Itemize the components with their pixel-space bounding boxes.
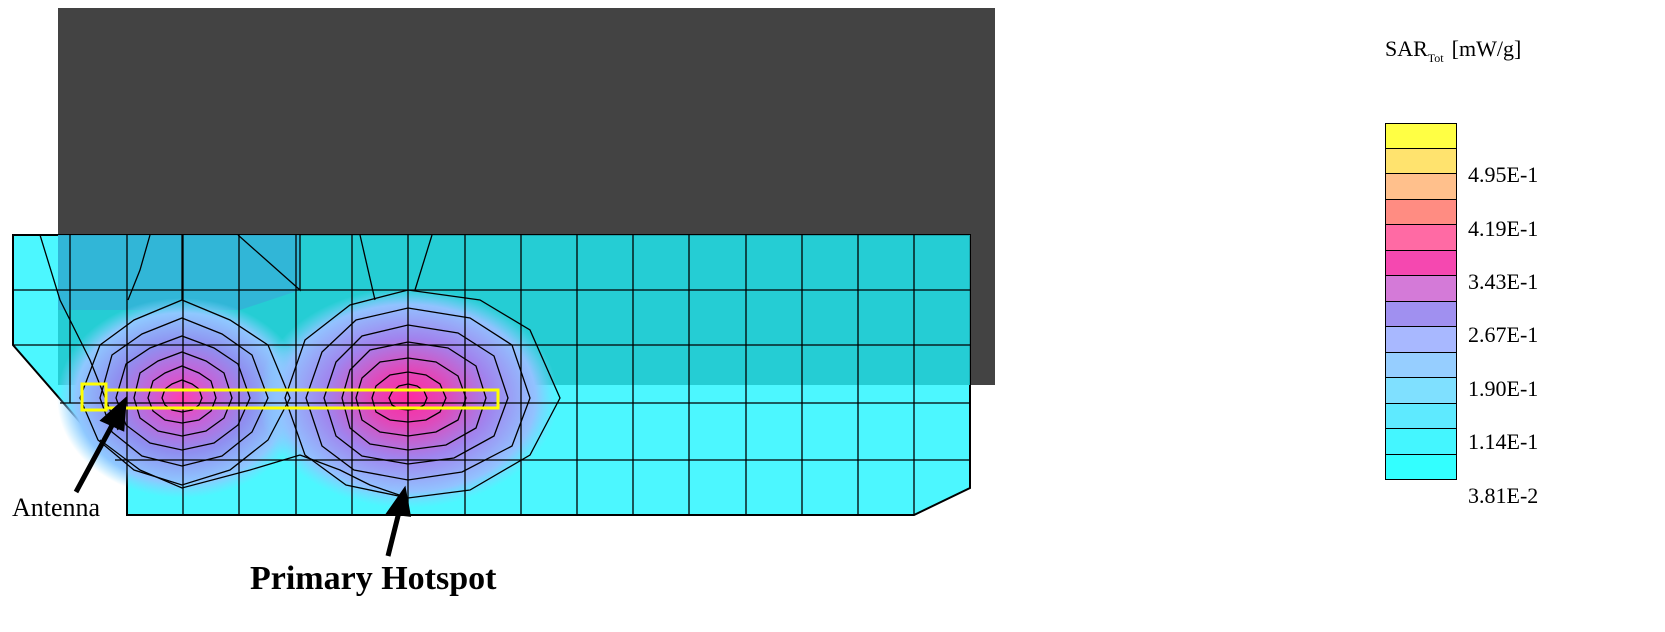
antenna-outline <box>80 382 500 412</box>
color-scale-tick-label: 1.90E-1 <box>1468 376 1539 401</box>
color-scale-tick-label: 1.14E-1 <box>1468 429 1539 454</box>
color-swatch <box>1385 352 1457 378</box>
color-scale-tick-label: 2.67E-1 <box>1468 322 1539 347</box>
antenna-label: Antenna <box>12 493 101 522</box>
color-scale-tick-label: 3.43E-1 <box>1468 269 1539 294</box>
grid-lines <box>13 235 970 515</box>
color-scale-tick-label: 4.95E-1 <box>1468 162 1539 187</box>
color-swatch <box>1385 123 1457 149</box>
primary-hotspot-label: Primary Hotspot <box>250 560 497 597</box>
legend-subscript: Tot <box>1427 51 1444 65</box>
hotspot-secondary <box>57 298 307 498</box>
sar-plot <box>12 8 995 557</box>
antenna-arrow <box>73 395 127 494</box>
color-swatch <box>1385 225 1457 251</box>
color-swatch <box>1385 301 1457 327</box>
legend-quantity: SAR <box>1385 36 1428 61</box>
legend-unit: [mW/g] <box>1451 36 1522 61</box>
color-swatch <box>1385 454 1457 480</box>
hotspot-arrow <box>385 485 412 557</box>
color-scale-tick-label: 3.81E-2 <box>1468 483 1539 508</box>
color-swatch <box>1385 378 1457 404</box>
color-scale-bar <box>1385 123 1457 480</box>
color-swatch <box>1385 327 1457 353</box>
color-swatch <box>1385 250 1457 276</box>
legend-title: SARTot [mW/g] <box>1385 36 1521 66</box>
color-swatch <box>1385 429 1457 455</box>
color-swatch <box>1385 403 1457 429</box>
color-swatch <box>1385 276 1457 302</box>
color-scale-tick-label: 4.19E-1 <box>1468 216 1539 241</box>
color-swatch <box>1385 148 1457 174</box>
color-swatch <box>1385 199 1457 225</box>
color-swatch <box>1385 174 1457 200</box>
